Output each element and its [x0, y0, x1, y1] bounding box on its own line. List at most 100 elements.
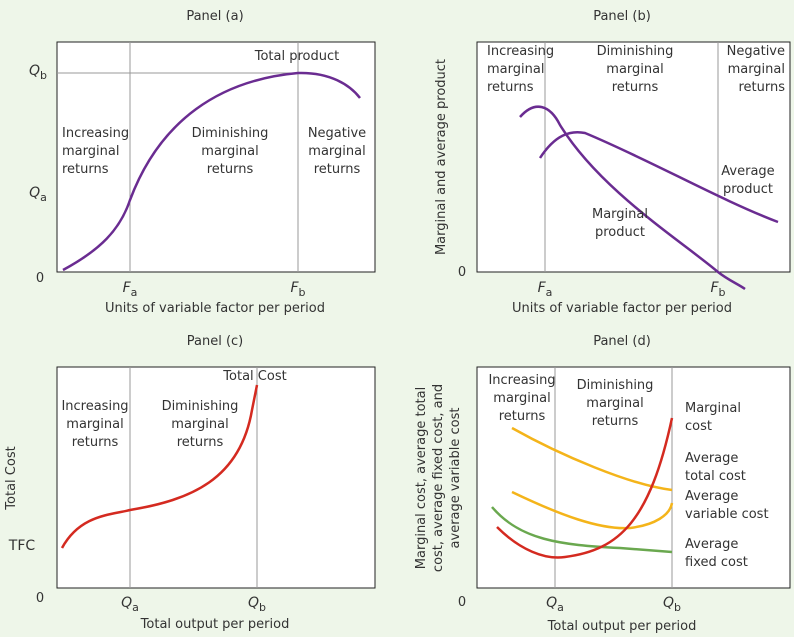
- y-axis-label: Marginal and average product: [434, 59, 449, 255]
- tick-label: Fb: [710, 280, 725, 299]
- curve: [496, 417, 674, 559]
- region-label: Average: [685, 451, 738, 466]
- region-label: marginal: [487, 62, 544, 77]
- region-label: Diminishing: [162, 399, 239, 414]
- y-axis-label: average variable cost: [448, 408, 463, 549]
- tick-label: Qa: [29, 185, 47, 204]
- tick-main: Q: [663, 595, 674, 611]
- region-label: Diminishing: [192, 126, 269, 141]
- panel-title: Panel (c): [187, 334, 244, 349]
- region-label: marginal: [606, 62, 663, 77]
- tick-main: F: [710, 280, 719, 296]
- tick-label: Qb: [29, 63, 47, 82]
- tick-sub: b: [299, 286, 306, 299]
- tick-main: TFC: [8, 538, 36, 554]
- region-label: returns: [62, 162, 109, 177]
- region-label: returns: [499, 409, 546, 424]
- region-label: cost: [685, 419, 712, 434]
- tick-sub: a: [131, 286, 138, 299]
- curve: [62, 71, 361, 272]
- region-label: Negative: [727, 44, 785, 59]
- origin-label: 0: [458, 265, 466, 280]
- region-label: Average: [685, 537, 738, 552]
- tick-label: Fa: [123, 280, 138, 299]
- region-label: returns: [177, 435, 224, 450]
- tick-main: Q: [121, 595, 132, 611]
- region-label: fixed cost: [685, 555, 748, 570]
- region-label: marginal: [171, 417, 228, 432]
- tick-sub: a: [40, 191, 47, 204]
- curve: [511, 426, 673, 492]
- curve: [491, 506, 673, 554]
- panel-title: Panel (b): [593, 9, 651, 24]
- region-label: returns: [314, 162, 361, 177]
- region-label: marginal: [728, 62, 785, 77]
- x-axis-label: Units of variable factor per period: [512, 301, 732, 316]
- region-label: returns: [612, 80, 659, 95]
- region-label: marginal: [586, 396, 643, 411]
- tick-main: Q: [29, 63, 40, 79]
- tick-sub: a: [132, 601, 139, 614]
- region-label: Total Cost: [222, 369, 286, 384]
- region-label: Average: [685, 489, 738, 504]
- tick-sub: b: [259, 601, 266, 614]
- region-label: Total product: [254, 49, 340, 64]
- region-label: marginal: [66, 417, 123, 432]
- panel-title: Panel (d): [593, 334, 651, 349]
- curve: [511, 490, 674, 530]
- curve: [60, 384, 259, 549]
- tick-main: F: [538, 280, 547, 296]
- region-label: returns: [207, 162, 254, 177]
- region-label: Increasing: [487, 44, 554, 59]
- region-label: marginal: [62, 144, 119, 159]
- x-axis-label: Units of variable factor per period: [105, 301, 325, 316]
- curve: [519, 105, 746, 291]
- x-axis-label: Total output per period: [140, 617, 290, 632]
- region-label: marginal: [493, 391, 550, 406]
- region-label: returns: [487, 80, 534, 95]
- tick-label: Fb: [290, 280, 305, 299]
- y-axis-label: Marginal cost, average total: [414, 387, 429, 569]
- tick-sub: b: [674, 601, 681, 614]
- region-label: Increasing: [61, 399, 128, 414]
- tick-main: F: [290, 280, 299, 296]
- tick-label: Qa: [546, 595, 564, 614]
- region-label: returns: [72, 435, 119, 450]
- region-label: Negative: [308, 126, 366, 141]
- region-label: returns: [592, 414, 639, 429]
- tick-sub: a: [557, 601, 564, 614]
- tick-label: TFC: [8, 538, 36, 554]
- y-axis-label: cost, average fixed cost, and: [431, 384, 446, 572]
- region-label: variable cost: [685, 507, 769, 522]
- region-label: Increasing: [62, 126, 129, 141]
- tick-sub: b: [719, 286, 726, 299]
- tick-label: Qa: [121, 595, 139, 614]
- tick-label: Qb: [248, 595, 266, 614]
- tick-label: Fa: [538, 280, 553, 299]
- region-label: Marginal: [685, 401, 741, 416]
- tick-label: Qb: [663, 595, 681, 614]
- region-label: marginal: [201, 144, 258, 159]
- tick-main: Q: [546, 595, 557, 611]
- tick-sub: a: [546, 286, 553, 299]
- region-label: marginal: [308, 144, 365, 159]
- region-label: Marginal: [592, 207, 648, 222]
- panel-title: Panel (a): [186, 9, 243, 24]
- tick-sub: b: [40, 69, 47, 82]
- region-label: returns: [738, 80, 785, 95]
- region-label: Increasing: [488, 373, 555, 388]
- region-label: product: [723, 182, 773, 197]
- origin-label: 0: [36, 271, 44, 286]
- x-axis-label: Total output per period: [547, 619, 697, 634]
- tick-main: Q: [248, 595, 259, 611]
- curve: [538, 131, 779, 224]
- region-label: Average: [721, 164, 774, 179]
- origin-label: 0: [36, 591, 44, 606]
- y-axis-label: Total Cost: [4, 446, 19, 510]
- region-label: product: [595, 225, 645, 240]
- region-label: total cost: [685, 469, 746, 484]
- tick-main: F: [123, 280, 132, 296]
- tick-main: Q: [29, 185, 40, 201]
- region-label: Diminishing: [597, 44, 674, 59]
